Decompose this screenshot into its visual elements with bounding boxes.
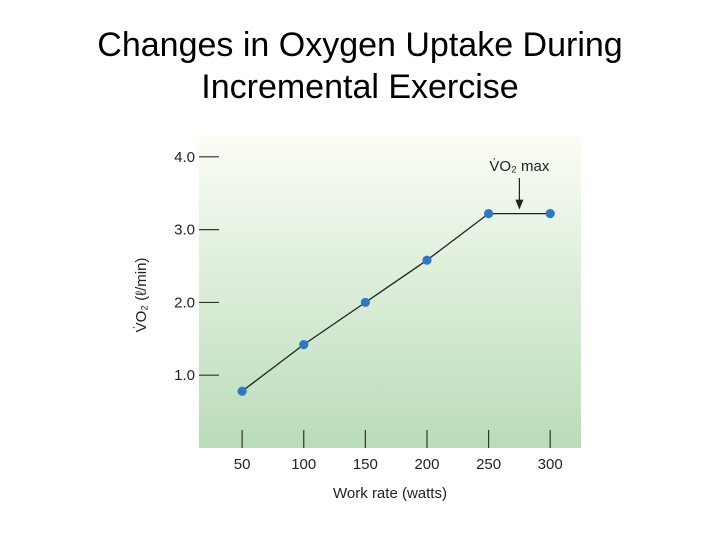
slide-title-line-1: Changes in Oxygen Uptake During	[97, 26, 623, 64]
slide-title: Changes in Oxygen Uptake During Incremen…	[40, 24, 680, 108]
x-tick-label: 100	[291, 456, 316, 473]
series-layer	[237, 209, 555, 396]
data-point	[299, 340, 309, 350]
series-line	[241, 212, 551, 392]
x-axis-title: Work rate (watts)	[333, 485, 447, 502]
y-tick-label: 1.0	[174, 367, 195, 384]
x-tick-label: 50	[234, 456, 251, 473]
plot-background	[199, 135, 581, 448]
x-tick-label: 250	[476, 456, 501, 473]
x-tick-label: 150	[353, 456, 378, 473]
data-point	[422, 255, 432, 265]
x-axis-ticks: 50 100 150 200 250 300	[234, 430, 563, 473]
y-tick-label: 3.0	[174, 222, 195, 239]
vo2-max-arrow-head	[515, 199, 524, 210]
y-axis-ticks: 1.0 2.0 3.0 4.0	[174, 149, 219, 384]
annotation-layer: V̇O₂ max	[489, 158, 550, 210]
data-point	[483, 209, 494, 219]
x-tick-label: 200	[414, 456, 439, 473]
x-tick-label: 300	[538, 456, 563, 473]
data-point	[360, 297, 370, 308]
vo2-max-label: V̇O₂ max	[489, 158, 550, 175]
y-tick-label: 2.0	[174, 294, 195, 311]
slide-title-line-2: Incremental Exercise	[201, 68, 519, 106]
y-tick-label: 4.0	[174, 149, 195, 166]
data-point	[545, 209, 555, 219]
y-axis-title: V̇O₂ (ℓ/min)	[133, 258, 150, 333]
data-point	[237, 386, 247, 396]
